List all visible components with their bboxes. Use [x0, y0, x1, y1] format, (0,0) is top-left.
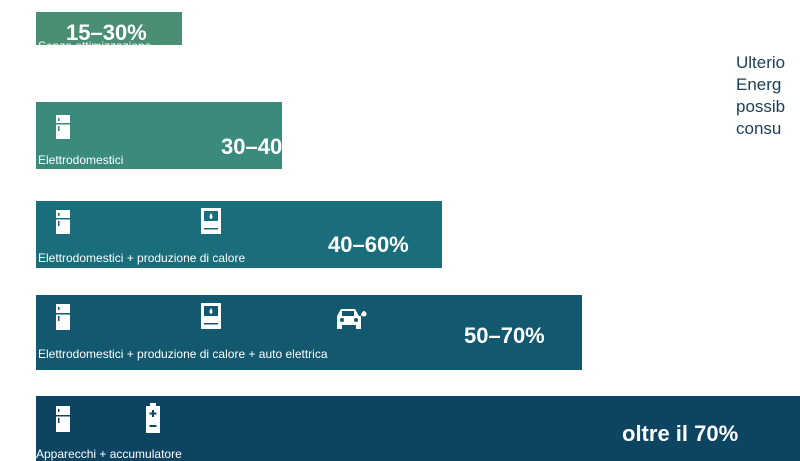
percent-label: 15–30%	[66, 20, 147, 45]
bar-appliances-storage: Apparecchi + accumulatore oltre il 70%	[36, 396, 800, 461]
fridge-icon	[56, 304, 70, 330]
side-line: possib	[736, 97, 786, 116]
caption-label: Elettrodomestici + produzione di calore	[38, 251, 246, 265]
fridge-icon	[56, 406, 70, 432]
heat-generator-icon	[201, 303, 221, 329]
bar-no-optimization: 15–30% Senza ottimizzazione	[36, 12, 182, 52]
percent-label: 30–40%	[221, 134, 302, 159]
caption-label: Elettrodomestici	[38, 153, 124, 167]
percent-label: oltre il 70%	[622, 421, 739, 446]
caption-label: Elettrodomestici + produzione di calore …	[38, 347, 328, 361]
side-line: consu	[736, 119, 782, 138]
bar-appliances: Elettrodomestici 30–40%	[36, 102, 302, 169]
fridge-icon	[56, 210, 70, 234]
side-paragraph: Ulterio Energ possib consu	[736, 52, 800, 140]
bar-appliances-heat-car: Elettrodomestici + produzione di calore …	[36, 295, 582, 370]
percent-label: 50–70%	[464, 323, 545, 348]
electric-car-icon	[337, 309, 367, 329]
side-line: Ulterio	[736, 53, 786, 72]
caption-label: Senza ottimizzazione	[38, 39, 152, 53]
heat-generator-icon	[201, 208, 221, 234]
caption-label: Apparecchi + accumulatore	[36, 447, 182, 461]
side-line: Energ	[736, 75, 782, 94]
battery-icon	[146, 403, 160, 433]
bar-appliances-heat: Elettrodomestici + produzione di calore …	[36, 201, 442, 268]
percent-label: 40–60%	[328, 232, 409, 257]
fridge-icon	[56, 115, 70, 139]
